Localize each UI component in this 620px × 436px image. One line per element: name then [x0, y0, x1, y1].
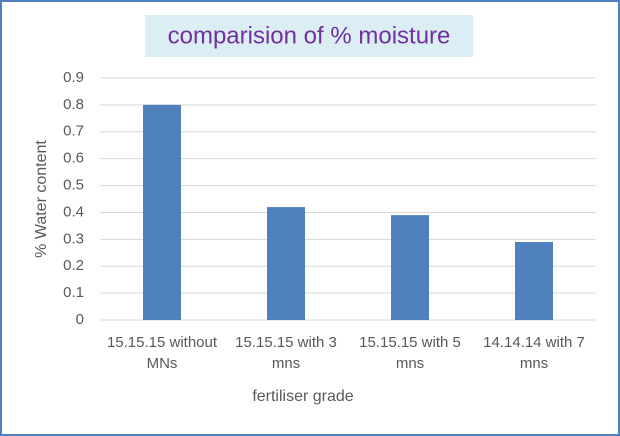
title-box [145, 15, 473, 57]
y-tick-label: 0.7 [63, 123, 84, 140]
bar [143, 104, 181, 320]
bar [391, 215, 429, 320]
chart-title: comparision of % moisture [168, 22, 451, 49]
bar [515, 242, 553, 320]
x-axis-label: fertiliser grade [252, 388, 353, 405]
y-tick-label: 0.9 [63, 69, 84, 86]
bar [267, 207, 305, 320]
y-tick-label: 0.6 [63, 150, 84, 167]
y-tick-label: 0.4 [63, 203, 84, 220]
x-tick-label: 15.15.15 with 3 mns [235, 334, 337, 372]
y-tick-label: 0.2 [63, 257, 84, 274]
y-tick-label: 0.1 [63, 284, 84, 301]
x-tick-label: 15.15.15 with 5 mns [359, 334, 461, 372]
y-tick-label: 0 [76, 311, 84, 328]
x-tick-label: 15.15.15 without MNs [106, 334, 218, 372]
x-tick-label: 14.14.14 with 7 mns [483, 334, 585, 372]
y-tick-label: 0.8 [63, 96, 84, 113]
y-axis-label: % Water content [33, 140, 50, 258]
y-tick-label: 0.5 [63, 177, 84, 194]
y-tick-label: 0.3 [63, 230, 84, 247]
